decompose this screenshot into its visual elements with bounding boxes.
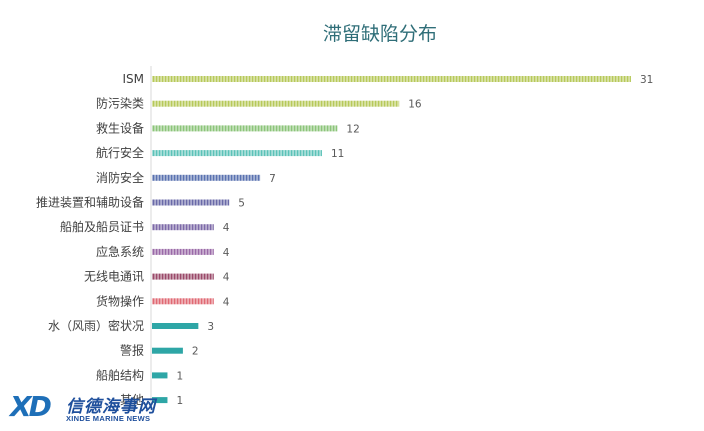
category-label: 水（风雨）密状况	[48, 318, 144, 333]
value-label: 31	[640, 74, 653, 86]
value-label: 1	[176, 370, 183, 382]
bar	[152, 76, 631, 82]
bar	[152, 298, 214, 305]
bar	[152, 347, 183, 354]
category-label: 警报	[120, 343, 144, 358]
value-label: 4	[223, 222, 230, 234]
bar	[152, 397, 168, 404]
logo-name-en: XINDE MARINE NEWS	[66, 414, 151, 423]
value-label: 5	[238, 198, 245, 210]
value-label: 7	[269, 173, 276, 185]
value-label: 16	[408, 99, 422, 111]
bar	[152, 372, 168, 379]
bar	[152, 150, 322, 157]
chart-title: 滞留缺陷分布	[323, 23, 437, 45]
bar	[152, 224, 214, 231]
value-label: 11	[331, 148, 344, 160]
category-label: ISM	[122, 72, 144, 86]
bar	[152, 125, 338, 132]
logo-name-cn: 信德海事网	[66, 397, 156, 417]
logo-mark: XD	[10, 390, 52, 423]
category-label: 防污染类	[96, 96, 144, 111]
value-label: 4	[223, 296, 230, 308]
category-label: 货物操作	[96, 293, 144, 308]
category-label: 船舶及船员证书	[60, 219, 144, 234]
watermark-logo: XD 信德海事网 XINDE MARINE NEWS	[10, 390, 180, 428]
category-label: 其他	[120, 393, 144, 407]
bar	[152, 199, 230, 206]
category-label: 航行安全	[96, 145, 144, 160]
value-label: 2	[192, 346, 199, 358]
value-label: 4	[223, 247, 230, 259]
category-label: 应急系统	[96, 244, 144, 259]
bar	[152, 248, 214, 255]
bar	[152, 273, 214, 280]
value-label: 1	[176, 395, 183, 407]
bar	[152, 174, 261, 181]
category-label: 消防安全	[96, 170, 144, 185]
category-label: 船舶结构	[96, 367, 144, 382]
category-label: 无线电通讯	[84, 270, 144, 284]
category-label: 推进装置和辅助设备	[36, 196, 144, 210]
bar	[152, 323, 199, 329]
category-label: 救生设备	[96, 120, 144, 135]
bar	[152, 100, 400, 107]
value-label: 4	[223, 272, 230, 284]
value-label: 3	[207, 321, 214, 333]
value-label: 12	[346, 123, 359, 135]
